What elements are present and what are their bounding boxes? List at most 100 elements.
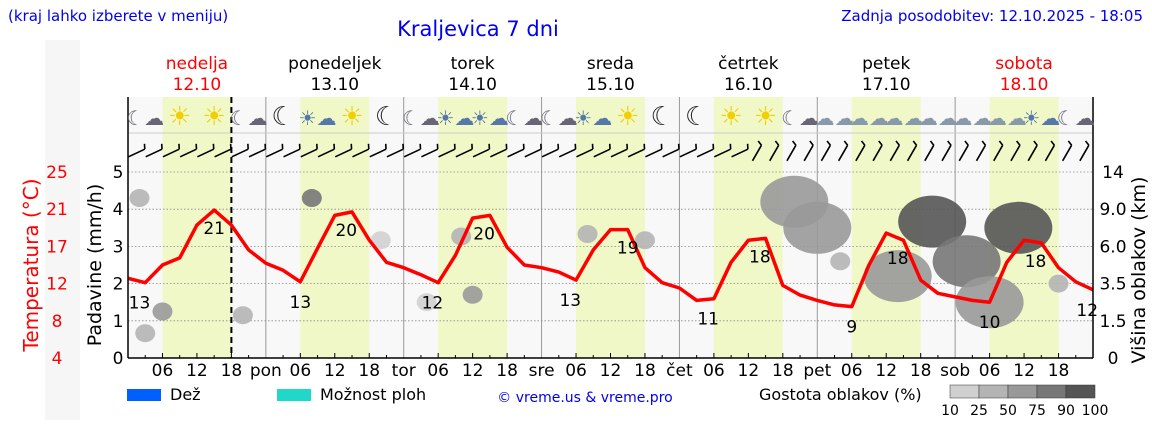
wind-barb-flag	[981, 140, 987, 146]
wind-barb-icon	[421, 143, 439, 158]
moon-cloud-icon: ☾☁	[126, 106, 164, 130]
day-name: torek	[451, 54, 495, 74]
wind-barb-shaft	[265, 148, 283, 158]
wind-barb-shaft	[334, 148, 352, 158]
cloud-patch	[1048, 274, 1069, 293]
wind-barb-icon	[751, 140, 763, 162]
wind-barb-flag	[195, 143, 198, 150]
credit-link[interactable]: © vreme.us & vreme.pro	[497, 390, 672, 406]
temperature-label: 20	[473, 224, 495, 244]
sun-cloud-icon: ☀☁	[1022, 106, 1060, 130]
wind-barb-flag	[746, 143, 749, 150]
wind-barb-flag	[574, 143, 577, 150]
moon-cloud-icon: ☾☁	[505, 106, 543, 130]
wind-barb-icon	[731, 143, 749, 158]
wind-barb-shaft	[489, 148, 507, 158]
wind-barb-flag	[608, 143, 611, 150]
day-date: 16.10	[724, 75, 773, 95]
temperature-label: 12	[1076, 301, 1098, 321]
wind-barb-icon	[334, 143, 353, 158]
wind-barb-icon	[855, 140, 866, 162]
wind-barb-shaft	[593, 148, 611, 158]
wind-barb-flag	[929, 140, 935, 146]
density-tick: 50	[999, 403, 1017, 419]
page-title: Kraljevica 7 dni	[397, 17, 559, 41]
temperature-label: 13	[290, 293, 312, 313]
wind-barb-icon	[924, 140, 935, 162]
wind-barb-shaft	[558, 148, 576, 158]
x-tick-hour: 18	[221, 361, 243, 381]
rain-legend-label: Dež	[170, 385, 201, 404]
wind-barb-icon	[662, 143, 680, 158]
wind-barb-flag	[809, 140, 814, 146]
wind-barb-flag	[471, 143, 473, 150]
cloud-patch	[577, 225, 598, 243]
sun-icon: ☀	[168, 102, 191, 132]
x-tick-hour: 06	[290, 361, 312, 381]
x-tick-day: tor	[392, 361, 416, 381]
wind-barb-icon	[179, 143, 198, 158]
wind-barb-icon	[941, 140, 952, 162]
day-name: sreda	[587, 54, 634, 74]
precip-tick: 3	[113, 237, 124, 257]
wind-barb-flag	[229, 143, 232, 150]
sun-cloud-icon: ☀☁	[436, 106, 474, 130]
x-tick-hour: 06	[152, 361, 174, 381]
wind-barb-flag	[660, 143, 663, 150]
wind-barb-flag	[729, 143, 732, 150]
location-hint[interactable]: (kraj lahko izberete v meniju)	[8, 7, 228, 25]
rain-legend-swatch	[127, 389, 161, 401]
temperature-label: 12	[422, 294, 444, 314]
wind-barb-flag	[160, 143, 163, 150]
temp-tick: 8	[52, 312, 63, 332]
precip-tick: 5	[113, 163, 124, 183]
wind-barb-shaft	[214, 148, 232, 158]
wind-barb-flag	[453, 143, 456, 150]
cloud-height-tick: 3.5	[1099, 275, 1126, 295]
wind-barb-icon	[958, 140, 969, 162]
temp-tick: 4	[52, 349, 63, 369]
x-tick-hour: 12	[738, 361, 760, 381]
cloud-patch	[898, 195, 967, 248]
density-swatch	[1036, 384, 1067, 399]
wind-barb-shaft	[248, 148, 266, 158]
wind-barb-shaft	[300, 148, 318, 158]
wind-barb-shaft	[524, 148, 542, 158]
wind-barb-icon	[128, 143, 146, 158]
wind-barb-shaft	[855, 144, 866, 162]
temp-axis-title: Temperatura (°C)	[19, 178, 43, 352]
cloud-density-legend-label: Gostota oblakov (%)	[759, 385, 922, 404]
day-date: 13.10	[310, 75, 359, 95]
sun-icon: ☀	[719, 102, 742, 132]
wind-barb-flag	[264, 143, 267, 150]
wind-barb-shaft	[145, 148, 163, 158]
wind-barb-flag	[826, 140, 832, 146]
wind-barb-icon	[541, 143, 560, 158]
day-name: petek	[862, 54, 910, 74]
wind-barb-shaft	[820, 144, 832, 162]
wind-barb-flag	[247, 143, 249, 150]
cloud-height-tick: 1.5	[1099, 312, 1126, 332]
wind-barb-icon	[627, 143, 646, 158]
wind-barb-shaft	[1027, 144, 1038, 162]
moon-cloud-icon: ☾☁	[1057, 106, 1095, 130]
wind-barb-shaft	[576, 148, 594, 158]
wind-barb-icon	[300, 143, 318, 158]
temperature-line	[127, 208, 1094, 309]
x-tick-day: pon	[250, 361, 282, 381]
wind-barb-flag	[757, 140, 763, 146]
x-tick-hour: 18	[496, 361, 518, 381]
day-date: 12.10	[173, 75, 222, 95]
wind-barb-icon	[906, 140, 918, 162]
day-date: 14.10	[448, 75, 497, 95]
wind-barb-icon	[403, 143, 422, 158]
wind-barb-shaft	[1061, 144, 1073, 162]
wind-barb-flag	[298, 143, 301, 150]
wind-barb-icon	[489, 143, 508, 158]
cloud-density-scale: 10 25 50 75 90 100	[941, 384, 1108, 419]
moon-cloud-icon: ☾☁	[540, 106, 578, 130]
wind-barb-shaft	[645, 148, 663, 158]
precip-axis-title: Padavine (mm/h)	[84, 184, 106, 347]
day-name: nedelja	[166, 54, 228, 74]
density-swatch	[1007, 384, 1038, 399]
